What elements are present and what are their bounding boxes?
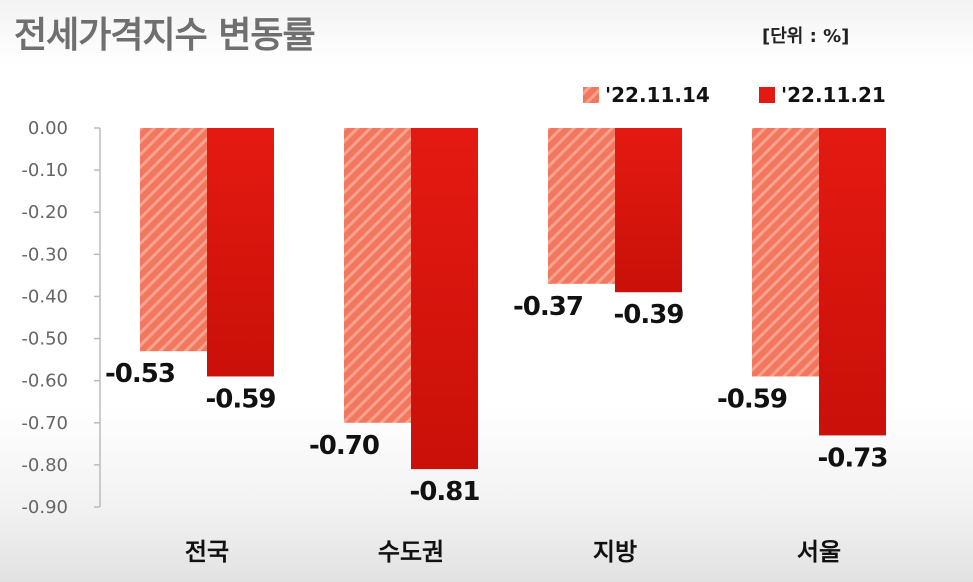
data-labels: -0.53 -0.59 -0.70 -0.81 -0.37 -0.39 -0.59 -0.73 [105,292,888,507]
legend-label-series-2: '22.11.21 [781,83,886,107]
bar-series-1-0 [140,128,207,352]
y-tick-label: -0.30 [21,244,68,265]
data-label-series-2-0: -0.59 [206,384,276,414]
bar-series-1-1 [344,128,411,423]
bars [140,128,886,470]
y-tick-label: 0.00 [28,118,68,139]
data-label-series-1-3: -0.59 [717,384,787,414]
x-category-label: 서울 [797,538,841,566]
legend: '22.11.14 '22.11.21 [583,83,886,107]
bar-series-1-3 [752,128,819,377]
data-label-series-2-1: -0.81 [410,477,480,507]
bar-series-2-3 [819,128,886,436]
y-tick-label: -0.80 [21,455,68,476]
data-label-series-1-1: -0.70 [309,431,379,461]
x-category-label: 전국 [185,538,229,566]
legend-swatch-series-2 [759,87,775,103]
y-tick-label: -0.40 [21,286,68,307]
chart-title: 전세가격지수 변동률 [14,15,316,56]
x-axis-categories: 전국 수도권 지방 서울 [185,538,841,566]
y-tick-label: -0.50 [21,329,68,350]
bar-series-2-0 [207,128,274,377]
legend-label-series-1: '22.11.14 [605,83,710,107]
y-tick-label: -0.20 [21,202,68,223]
header-band [0,0,973,66]
data-label-series-1-2: -0.37 [513,292,583,322]
data-label-series-1-0: -0.53 [105,359,175,389]
y-axis: 0.00 -0.10 -0.20 -0.30 -0.40 -0.50 -0.60 -0.70 -… [21,118,101,518]
bar-series-2-2 [615,128,682,293]
data-label-series-2-2: -0.39 [614,300,684,330]
x-category-label: 지방 [593,538,637,566]
bar-series-1-2 [548,128,615,284]
unit-label: [단위 : %] [762,26,850,47]
data-label-series-2-3: -0.73 [818,443,888,473]
bar-series-2-1 [411,128,478,470]
y-tick-label: -0.10 [21,160,68,181]
legend-swatch-series-1 [583,87,599,103]
x-category-label: 수도권 [378,538,444,566]
y-tick-label: -0.60 [21,371,68,392]
y-tick-label: -0.70 [21,413,68,434]
y-tick-label: -0.90 [21,497,68,518]
